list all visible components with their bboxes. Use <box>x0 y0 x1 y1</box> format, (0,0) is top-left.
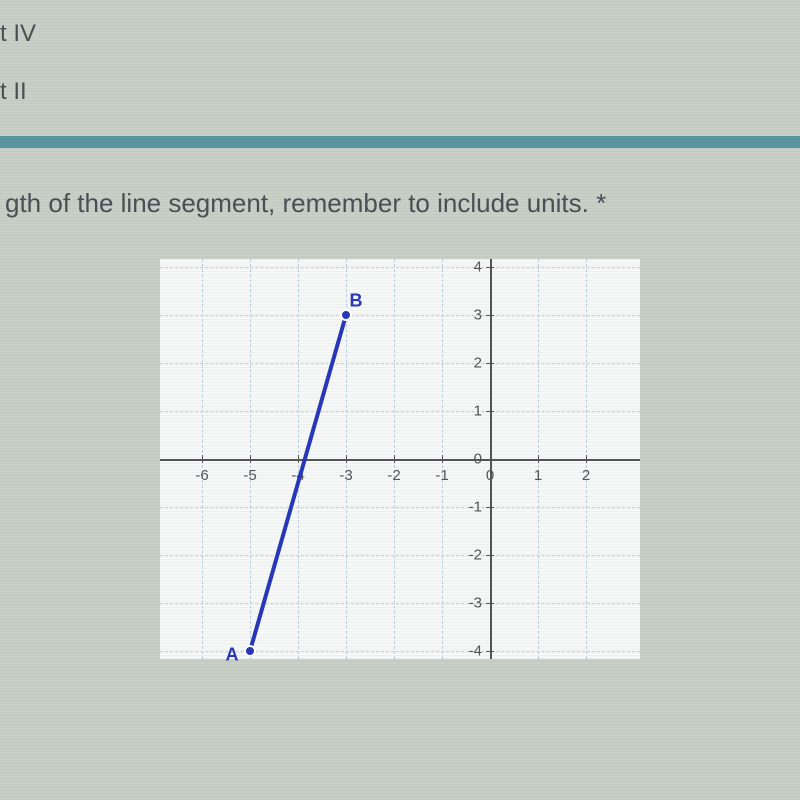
y-tick-mark <box>486 315 494 316</box>
y-tick-mark <box>486 555 494 556</box>
x-tick-label: -2 <box>387 467 400 484</box>
x-tick-mark <box>346 455 347 463</box>
y-tick-label: 2 <box>462 355 482 372</box>
point-a <box>244 645 256 657</box>
y-tick-label: 1 <box>462 403 482 420</box>
grid-line-horizontal <box>160 315 640 316</box>
x-tick-mark <box>586 455 587 463</box>
y-tick-label: -2 <box>462 547 482 564</box>
x-tick-mark <box>538 455 539 463</box>
y-tick-mark <box>486 603 494 604</box>
x-tick-mark <box>394 455 395 463</box>
x-tick-label: 2 <box>582 467 590 484</box>
grid-line-horizontal <box>160 411 640 412</box>
y-tick-mark <box>486 267 494 268</box>
y-tick-label: 3 <box>462 307 482 324</box>
grid-line-horizontal <box>160 363 640 364</box>
grid-line-horizontal <box>160 603 640 604</box>
x-tick-label: -1 <box>435 467 448 484</box>
options-section: t IV t II <box>0 0 800 106</box>
y-tick-label: 0 <box>462 451 482 468</box>
y-tick-label: -1 <box>462 499 482 516</box>
point-label-a: A <box>226 645 239 666</box>
y-tick-label: -4 <box>462 643 482 660</box>
coordinate-chart: -6-5-4-3-2-1012-4-3-2-101234AB <box>160 259 640 659</box>
grid-line-horizontal <box>160 555 640 556</box>
question-text: gth of the line segment, remember to inc… <box>0 188 800 219</box>
y-tick-label: 4 <box>462 259 482 276</box>
x-tick-mark <box>202 455 203 463</box>
section-separator <box>0 136 800 148</box>
y-tick-mark <box>486 459 494 460</box>
x-tick-label: -5 <box>243 467 256 484</box>
y-tick-mark <box>486 363 494 364</box>
x-tick-mark <box>442 455 443 463</box>
y-tick-label: -3 <box>462 595 482 612</box>
x-axis <box>160 459 640 461</box>
x-tick-label: -3 <box>339 467 352 484</box>
y-tick-mark <box>486 507 494 508</box>
option-ii[interactable]: t II <box>0 78 800 106</box>
y-tick-mark <box>486 651 494 652</box>
x-tick-label: 1 <box>534 467 542 484</box>
y-tick-mark <box>486 411 494 412</box>
option-iv[interactable]: t IV <box>0 20 800 48</box>
x-tick-mark <box>298 455 299 463</box>
point-label-b: B <box>350 291 363 312</box>
grid-line-horizontal <box>160 507 640 508</box>
chart-container: -6-5-4-3-2-1012-4-3-2-101234AB <box>0 259 800 659</box>
grid-line-horizontal <box>160 267 640 268</box>
x-tick-label: 0 <box>486 467 494 484</box>
x-tick-label: -6 <box>195 467 208 484</box>
x-tick-mark <box>250 455 251 463</box>
